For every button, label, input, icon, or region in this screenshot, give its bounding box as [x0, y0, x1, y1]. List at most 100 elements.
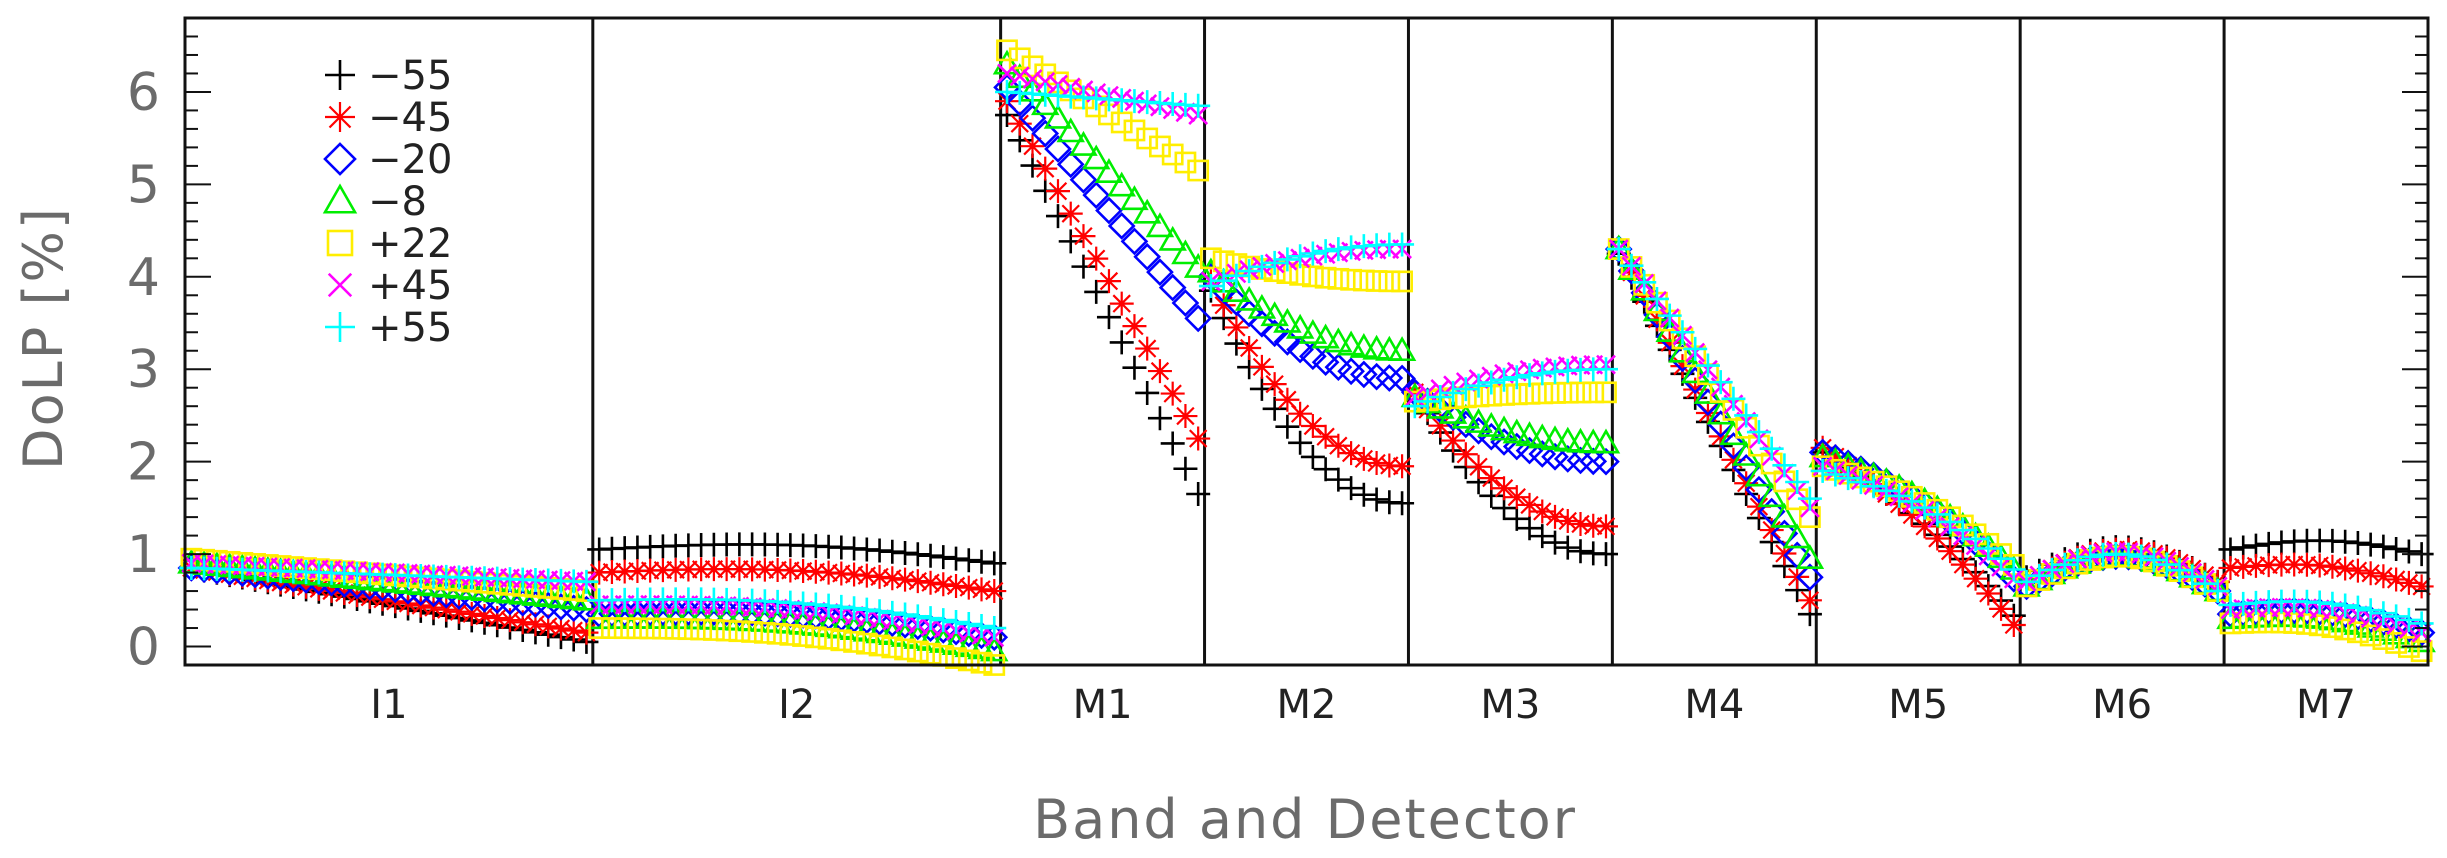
data-point — [893, 540, 918, 565]
data-point — [1336, 330, 1366, 356]
band-dividers — [591, 18, 2226, 665]
data-point — [1695, 353, 1720, 378]
data-point — [1402, 394, 1427, 419]
data-point — [1517, 516, 1542, 541]
data-point — [1337, 357, 1365, 386]
data-point — [929, 627, 958, 653]
data-point — [521, 590, 550, 619]
data-point — [956, 575, 981, 600]
data-point — [1683, 377, 1708, 402]
data-point — [1556, 381, 1579, 404]
data-point — [1489, 415, 1519, 441]
data-point — [700, 598, 728, 626]
data-point — [1925, 502, 1950, 527]
data-point — [1504, 365, 1529, 390]
data-point — [1757, 482, 1786, 508]
data-point — [830, 629, 853, 652]
data-point — [2308, 614, 2331, 637]
data-point — [792, 625, 814, 647]
y-axis-title: DoLP [%] — [12, 206, 75, 470]
data-point — [880, 600, 905, 625]
data-point — [969, 614, 994, 639]
data-point — [1757, 497, 1786, 526]
data-point — [2116, 542, 2141, 567]
data-point — [725, 598, 754, 627]
data-point — [1912, 514, 1937, 539]
data-point — [2320, 591, 2345, 616]
data-point — [728, 620, 751, 643]
data-point — [2396, 570, 2421, 595]
data-point — [1107, 171, 1136, 197]
data-point — [1517, 492, 1542, 517]
data-point — [1504, 485, 1529, 510]
data-point — [613, 617, 636, 640]
data-point — [1746, 420, 1771, 445]
data-point — [1069, 165, 1098, 194]
data-point — [1285, 313, 1315, 339]
series-6 — [179, 79, 2434, 641]
data-point — [421, 595, 446, 620]
data-point — [1186, 93, 1211, 118]
data-point — [1810, 435, 1835, 460]
data-point — [1606, 237, 1631, 262]
data-point — [1555, 508, 1580, 533]
data-point — [638, 558, 663, 583]
data-point — [1160, 431, 1185, 456]
data-point — [1260, 301, 1289, 327]
data-point — [1593, 542, 1618, 567]
data-point — [1836, 466, 1861, 491]
data-point — [1262, 372, 1287, 397]
data-point — [1887, 483, 1912, 508]
data-point — [2385, 632, 2408, 654]
data-point — [1530, 524, 1555, 549]
data-point — [1734, 403, 1759, 428]
data-point — [294, 574, 319, 599]
band-label-m4: M4 — [1684, 682, 1744, 728]
data-point — [1324, 353, 1353, 382]
data-point — [918, 570, 943, 595]
data-point — [345, 583, 370, 608]
data-point — [867, 599, 892, 624]
data-point — [1224, 263, 1249, 288]
data-point — [1084, 279, 1109, 304]
data-point — [1249, 354, 1274, 379]
data-point — [1069, 130, 1098, 156]
y-axis-ticks — [185, 17, 2428, 666]
data-point — [2001, 557, 2026, 582]
data-point — [980, 636, 1009, 662]
data-point — [854, 597, 879, 622]
data-point — [2294, 552, 2319, 577]
data-point — [1568, 511, 1593, 536]
data-point — [931, 572, 956, 597]
data-point — [1056, 117, 1085, 143]
data-point — [1540, 425, 1570, 451]
data-point — [829, 561, 854, 586]
data-point — [2409, 574, 2434, 599]
data-point — [1187, 159, 1210, 182]
legend: −55−45−20−8+22+45+55 — [322, 53, 452, 351]
data-point — [677, 618, 700, 641]
data-point — [2231, 554, 2256, 579]
data-point — [714, 557, 739, 582]
data-point — [510, 610, 535, 635]
data-point — [1925, 526, 1950, 551]
data-point — [1797, 588, 1822, 613]
data-point — [2052, 552, 2077, 577]
data-point — [1759, 436, 1784, 461]
data-point — [1071, 224, 1096, 249]
data-point — [1428, 413, 1453, 438]
data-point — [878, 620, 907, 646]
data-point — [2218, 555, 2243, 580]
data-point — [1365, 270, 1388, 292]
data-point — [690, 618, 713, 641]
data-point — [880, 566, 905, 591]
data-point — [997, 63, 1017, 84]
data-point — [1135, 380, 1160, 405]
data-point — [839, 615, 869, 640]
data-point — [865, 618, 894, 644]
band-label-m3: M3 — [1480, 682, 1540, 728]
data-point — [1899, 503, 1924, 528]
data-point — [1544, 382, 1566, 404]
data-point — [1033, 156, 1058, 181]
